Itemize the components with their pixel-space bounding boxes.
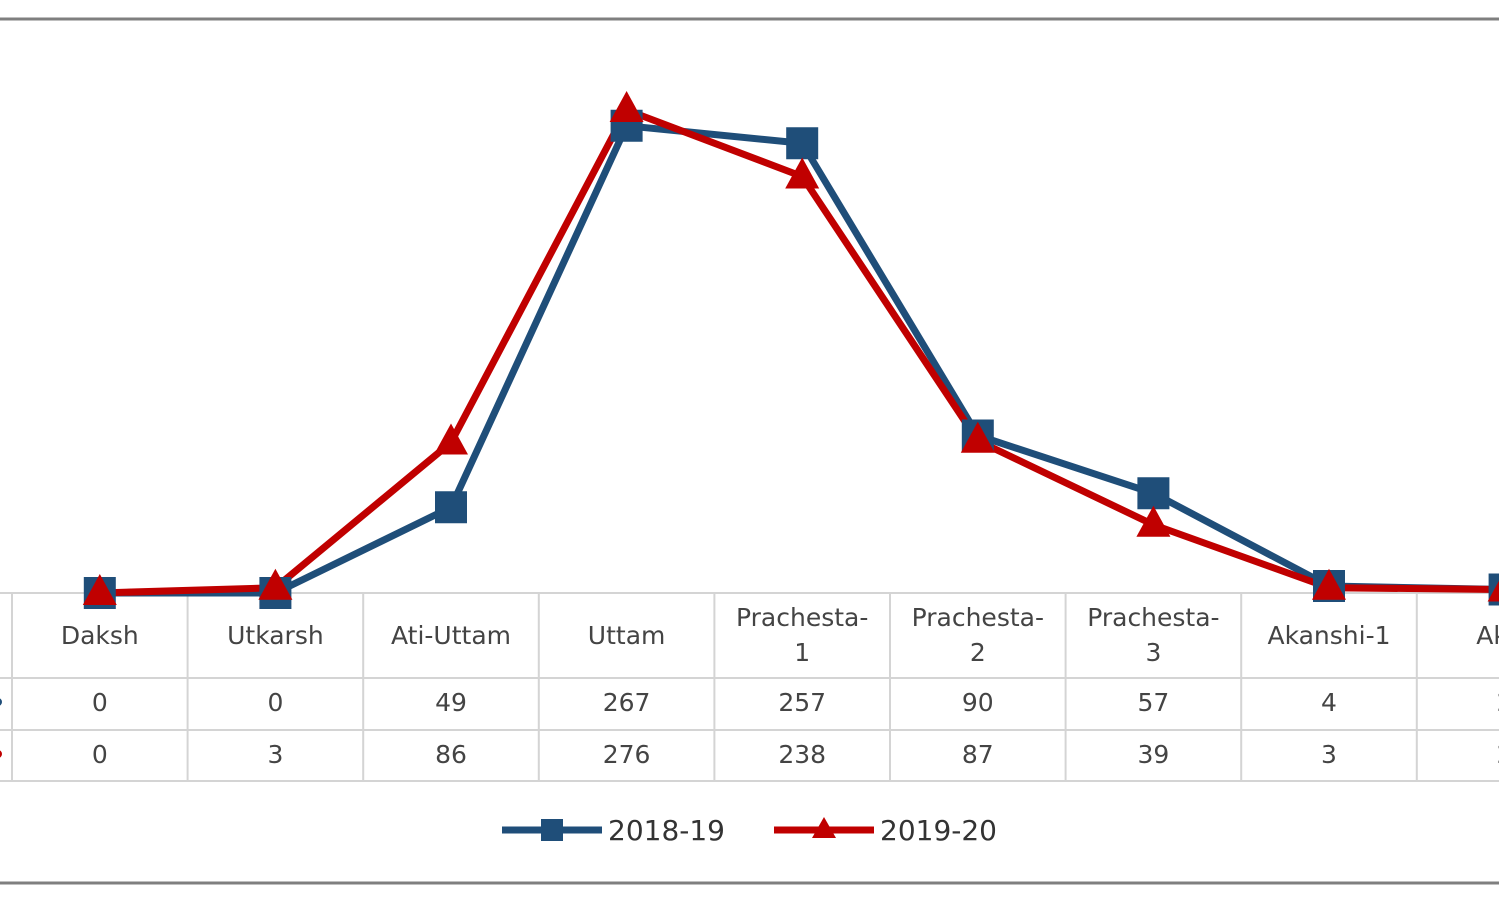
data-point [435,491,467,524]
table-value-cell: 90 [962,688,994,717]
data-point [785,157,820,189]
row-legend-key [0,698,2,706]
table-value-cell: 0 [92,740,108,769]
category-label: Prachesta- [912,603,1044,632]
table-value-cell: 257 [778,688,826,717]
data-point [960,421,995,453]
category-label: Ati-Uttam [391,621,511,650]
table-value-cell: 238 [778,740,826,769]
table-value-cell: 86 [435,740,467,769]
series-line-2018-19 [99,122,1499,597]
category-label: Akanshi-1 [1267,621,1390,650]
data-point [82,574,117,605]
table-value-cell: 0 [92,688,108,717]
data-point [434,423,468,455]
table-value-cell: 3 [1321,740,1337,769]
data-table: Daksh Utkarsh Ati-Uttam Uttam Prachesta- 1 Pra… [0,592,1499,782]
table-value-cell: 57 [1137,688,1169,717]
category-label: Prachesta- [1087,603,1219,632]
category-label: 3 [1145,638,1161,667]
category-label: Daksh [61,621,139,650]
data-point [1136,505,1171,537]
plot-area [82,91,1499,609]
legend-label: 2018-19 [608,814,725,847]
legend-marker [541,819,563,841]
category-label: Akar [1476,621,1499,650]
table-value-cell: 87 [962,740,994,769]
table-value-cell: 276 [603,740,651,769]
category-label: 2 [970,638,986,667]
table-value-cell: 0 [267,688,283,717]
data-point [1312,568,1346,600]
table-value-cell: 39 [1137,740,1169,769]
legend: 2018-19 2019-20 [502,814,997,847]
row-legend-key [0,750,2,758]
category-label: Utkarsh [227,621,324,650]
legend-label: 2019-20 [880,814,997,847]
data-point [786,127,819,160]
data-point [609,91,644,122]
data-point [1488,573,1499,606]
table-value-cell: 4 [1321,688,1337,717]
table-value-cell: 49 [435,688,467,717]
table-value-cell: 2 [1497,688,1499,717]
table-value-cell: 2 [1497,740,1499,769]
category-label: Prachesta- [736,603,868,632]
category-label: Uttam [588,621,666,650]
legend-marker [812,817,836,838]
table-value-cell: 267 [603,688,651,717]
data-point [1487,580,1499,602]
data-point [258,568,293,600]
category-label: 1 [794,638,810,667]
table-value-cell: 3 [267,740,283,769]
data-point [1137,477,1170,510]
